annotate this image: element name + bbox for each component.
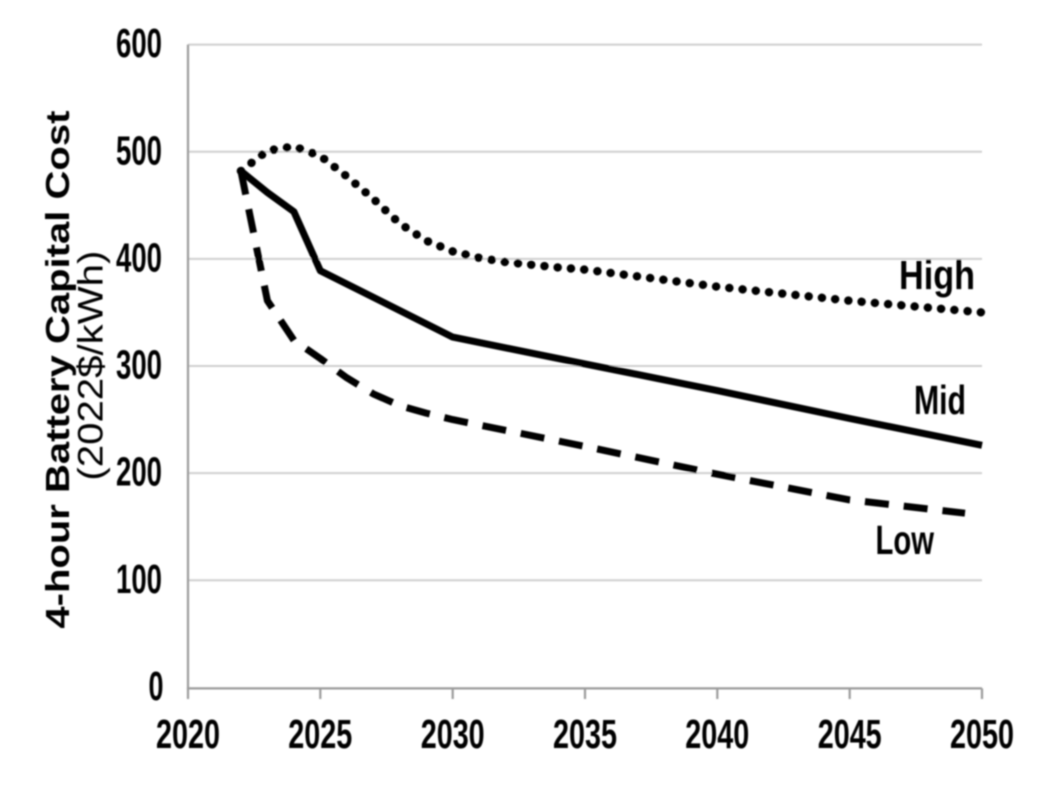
svg-text:2045: 2045	[818, 711, 882, 757]
svg-text:2040: 2040	[685, 711, 749, 757]
svg-text:2030: 2030	[421, 711, 485, 757]
svg-text:300: 300	[116, 342, 162, 388]
svg-text:2050: 2050	[950, 711, 1014, 757]
svg-text:(2022$/kWh): (2022$/kWh)	[71, 251, 110, 481]
svg-text:600: 600	[116, 20, 162, 66]
svg-text:500: 500	[116, 127, 162, 173]
svg-text:100: 100	[116, 556, 162, 602]
svg-text:200: 200	[116, 449, 162, 495]
svg-text:0: 0	[149, 663, 164, 709]
svg-text:Mid: Mid	[914, 377, 966, 423]
svg-text:2035: 2035	[553, 711, 617, 757]
svg-text:2020: 2020	[156, 711, 220, 757]
svg-text:Low: Low	[876, 517, 935, 563]
svg-text:4-hour Battery Capital Cost: 4-hour Battery Capital Cost	[39, 111, 76, 629]
svg-text:2025: 2025	[288, 711, 352, 757]
svg-text:400: 400	[116, 234, 162, 280]
svg-text:High: High	[899, 252, 975, 298]
